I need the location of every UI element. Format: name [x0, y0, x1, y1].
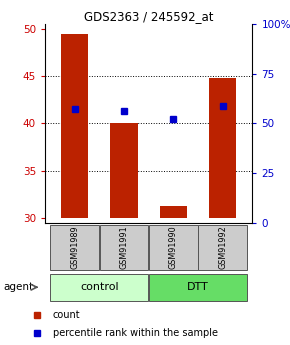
Text: count: count	[53, 310, 80, 320]
FancyBboxPatch shape	[50, 225, 99, 270]
FancyBboxPatch shape	[100, 225, 148, 270]
FancyBboxPatch shape	[50, 274, 148, 301]
Text: percentile rank within the sample: percentile rank within the sample	[53, 328, 218, 338]
FancyBboxPatch shape	[198, 225, 247, 270]
Text: control: control	[80, 282, 119, 292]
Text: DTT: DTT	[187, 282, 209, 292]
Title: GDS2363 / 245592_at: GDS2363 / 245592_at	[84, 10, 213, 23]
Text: GSM91989: GSM91989	[70, 226, 79, 269]
Text: GSM91990: GSM91990	[169, 226, 178, 269]
Bar	[61, 33, 88, 218]
Text: agent: agent	[3, 282, 34, 292]
Text: GSM91991: GSM91991	[119, 226, 128, 269]
Text: GSM91992: GSM91992	[218, 226, 227, 269]
FancyBboxPatch shape	[149, 274, 247, 301]
Bar	[209, 78, 236, 218]
Bar	[160, 206, 187, 218]
FancyBboxPatch shape	[149, 225, 197, 270]
Bar	[110, 123, 137, 218]
